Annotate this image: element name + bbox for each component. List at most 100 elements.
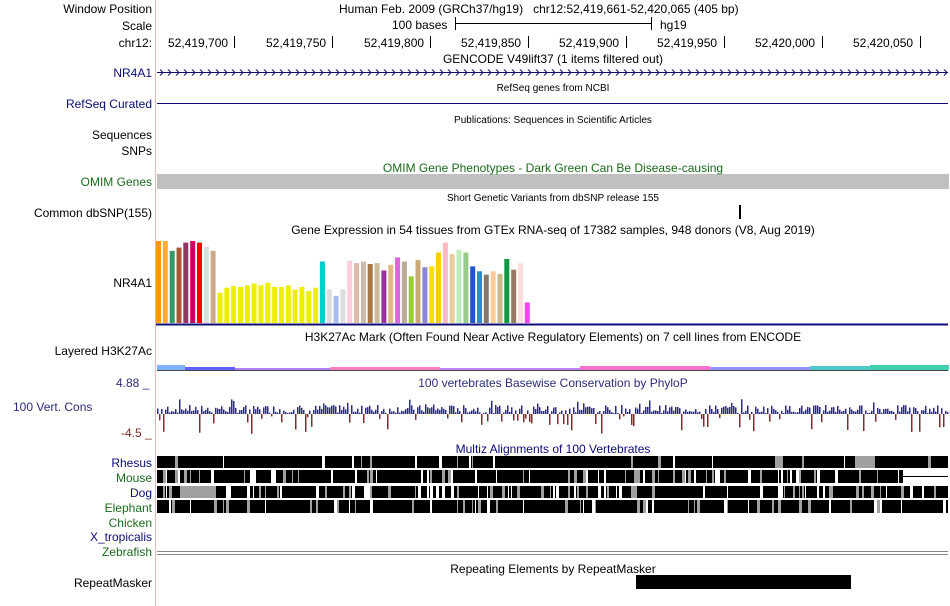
conservation-score-bar [933,407,935,414]
strand-arrow [199,69,204,76]
gtex-tissue-bar [497,273,503,323]
species-label-xtropicalis[interactable]: X_tropicalis [89,530,152,544]
species-label-dog[interactable]: Dog [129,486,152,500]
gencode-title: GENCODE V49lift37 (1 items filtered out) [442,52,664,66]
alignment-mismatch [799,486,800,498]
conservation-score-bar [365,407,367,414]
conservation-score-bar [715,405,717,414]
strand-arrow [839,69,844,76]
alignment-mismatch [511,486,512,498]
alignment-mismatch [496,500,498,513]
conservation-score-bar [729,407,731,414]
repeatmasker-label[interactable]: RepeatMasker [73,576,152,590]
conservation-score-bar [171,411,173,414]
conservation-score-bar [369,405,371,414]
strand-arrow [519,69,524,76]
conservation-score-bar [525,414,527,419]
conservation-score-bar [803,411,805,414]
snps-label[interactable]: SNPs [121,144,152,158]
repeatmasker-title: Repeating Elements by RepeatMasker [450,562,656,576]
conservation-score-bar [597,412,599,414]
alignment-mismatch [682,470,685,483]
conservation-score-bar [673,410,675,414]
conservation-score-bar [769,414,771,422]
conservation-score-bar [935,411,937,414]
alignment-mismatch [844,456,845,468]
conservation-score-bar [811,414,813,430]
omim-label[interactable]: OMIM Genes [80,175,152,189]
conservation-label[interactable]: 100 Vert. Cons [13,400,93,414]
strand-arrow [631,69,636,76]
alignment-mismatch [748,470,751,483]
alignment-mismatch [442,486,445,498]
gtex-tissue-bar [388,264,394,323]
conservation-score-bar [807,406,809,414]
dbsnp-title: Short Genetic Variants from dbSNP releas… [447,193,659,204]
conservation-score-bar [891,410,893,414]
strand-arrow [559,69,564,76]
species-label-elephant[interactable]: Elephant [104,501,152,515]
strand-arrow [727,69,732,76]
conservation-score-bar [915,408,917,414]
gencode-gene-label[interactable]: NR4A1 [113,66,152,80]
conservation-score-bar [329,407,331,414]
conservation-score-bar [533,406,535,414]
species-label-chicken[interactable]: Chicken [108,516,152,530]
alignment-mismatch [790,470,792,483]
alignment-mismatch [463,500,465,513]
species-label-zebrafish[interactable]: Zebrafish [101,545,152,559]
h3k27ac-signal [157,365,949,370]
h3k27ac-label[interactable]: Layered H3K27Ac [54,344,152,358]
species-label-mouse[interactable]: Mouse [115,471,152,485]
conservation-score-bar [723,406,725,414]
conservation-score-bar [897,405,899,414]
strand-arrow [919,69,924,76]
alignment-mismatch [793,486,795,498]
strand-arrow [831,69,836,76]
publications-label[interactable]: Sequences [91,128,152,142]
species-label-rhesus[interactable]: Rhesus [111,456,152,470]
conservation-score-bar [573,407,575,414]
conservation-score-bar [461,414,463,423]
conservation-score-bar [225,411,227,414]
conservation-score-bar [205,409,207,414]
conservation-score-bar [889,411,891,414]
conservation-score-bar [621,405,623,414]
alignment-mismatch [310,500,312,513]
gtex-tissue-bar [490,271,496,323]
conservation-score-bar [289,412,291,414]
gtex-tissue-bar [231,286,237,323]
strand-arrow [847,69,852,76]
alignment-mismatch [604,470,606,483]
conservation-score-bar [651,411,653,414]
conservation-score-bar [425,404,427,414]
conservation-score-bar [185,408,187,414]
gtex-label[interactable]: NR4A1 [113,276,152,290]
conservation-score-bar [737,412,739,414]
gtex-tissue-bar [456,250,462,323]
conservation-score-bar [829,410,831,414]
refseq-label[interactable]: RefSeq Curated [65,97,152,111]
conservation-score-bar [869,412,871,414]
strand-arrow [615,69,620,76]
conservation-score-bar [641,412,643,414]
alignment-mismatch [760,470,762,483]
conservation-score-bar [333,405,335,414]
alignment-mismatch [712,470,714,483]
alignment-mismatch [880,486,881,498]
dbsnp-label[interactable]: Common dbSNP(155) [33,206,152,220]
conservation-score-bar [705,408,707,414]
alignment-mismatch [349,500,350,513]
alignment-mismatch [871,486,874,498]
strand-arrow [527,69,532,76]
conservation-score-bar [541,411,543,414]
alignment-mismatch [556,486,559,498]
conservation-score-bar [717,409,719,414]
gtex-tissue-bar [278,286,284,323]
conservation-score-bar [263,407,265,414]
alignment-mismatch [568,470,570,483]
strand-arrow [887,69,892,76]
conservation-score-bar [833,407,835,414]
conservation-score-bar [625,408,627,414]
conservation-score-bar [499,405,501,414]
